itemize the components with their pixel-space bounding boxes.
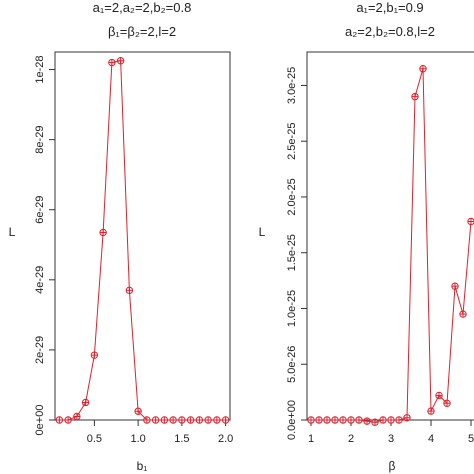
right-x-tick-label: 4 <box>428 433 434 445</box>
right-data-point <box>323 416 331 424</box>
left-data-point <box>73 412 81 421</box>
right-data-point <box>411 92 419 101</box>
right-data-point <box>467 217 474 226</box>
left-plot-frame <box>54 51 231 421</box>
left-data-point <box>116 57 125 65</box>
left-data-point <box>143 416 151 424</box>
right-data-point <box>395 416 403 424</box>
right-y-tick-label: 2.5e-25 <box>286 123 298 160</box>
left-panel: a₁=2,a₂=2,b₂=0.8 β₁=β₂=2,l=2 L b₁ 0.5 1.0… <box>9 0 234 473</box>
left-title-line-1: a₁=2,a₂=2,b₂=0.8 <box>93 0 192 15</box>
right-y-tick-label: 0.0e+00 <box>286 400 298 440</box>
right-data-point <box>363 417 371 425</box>
right-data-point <box>347 416 355 424</box>
left-y-tick-label: 0e+00 <box>34 405 46 436</box>
left-x-tick-label: 1.0 <box>130 433 145 445</box>
left-x-ticks: 0.5 1.0 1.5 2.0 <box>87 420 233 445</box>
left-y-axis-label: L <box>9 225 16 239</box>
right-y-tick-label: 5.0e-26 <box>286 346 298 383</box>
right-y-tick-label: 1.5e-25 <box>286 234 298 271</box>
right-title-line-2: a₂=2,b₂=0.8,l=2 <box>345 24 435 39</box>
right-series <box>307 65 474 426</box>
right-data-point <box>459 310 467 318</box>
right-data-point <box>307 416 315 424</box>
left-series <box>55 57 230 424</box>
left-data-point <box>108 58 116 67</box>
left-data-point <box>221 416 230 424</box>
right-data-point <box>435 391 443 400</box>
right-data-point <box>387 416 395 424</box>
right-title-line-1: a₁=2,b₁=0.9 <box>356 0 423 15</box>
right-x-axis-label: β <box>389 459 396 473</box>
right-data-point <box>443 399 451 407</box>
left-x-tick-label: 1.5 <box>174 433 189 445</box>
right-data-point <box>315 416 323 424</box>
left-data-point <box>178 416 186 424</box>
left-data-point <box>99 228 107 237</box>
left-data-point <box>160 416 169 424</box>
left-data-point <box>81 398 90 407</box>
right-data-point <box>355 416 363 424</box>
left-data-point <box>125 286 134 295</box>
left-data-point <box>64 416 72 424</box>
right-x-tick-label: 5 <box>468 433 474 445</box>
left-data-point <box>195 416 204 424</box>
right-data-point <box>379 416 387 424</box>
right-data-point <box>403 414 411 422</box>
left-data-point <box>204 416 212 424</box>
left-data-point <box>151 416 160 424</box>
left-data-point <box>134 407 142 415</box>
left-data-point <box>186 416 195 424</box>
left-x-tick-label: 0.5 <box>87 433 102 445</box>
right-plot-frame <box>306 51 474 421</box>
left-y-tick-label: 1e-28 <box>34 55 46 83</box>
right-x-tick-label: 1 <box>308 433 314 445</box>
left-title-line-2: β₁=β₂=2,l=2 <box>108 24 176 39</box>
right-x-tick-label: 2 <box>348 433 354 445</box>
right-series-line <box>311 68 472 423</box>
left-data-point <box>55 416 64 424</box>
right-y-ticks: 0.0e+00 5.0e-26 1.0e-25 1.5e-25 2.0e-25 2.5e-… <box>286 67 307 440</box>
right-data-point <box>371 418 379 426</box>
left-x-axis-label: b₁ <box>137 459 148 473</box>
right-x-tick-label: 3 <box>388 433 394 445</box>
right-data-point <box>339 416 347 424</box>
left-data-point <box>90 351 99 359</box>
left-data-point <box>169 416 177 424</box>
right-y-axis-label: L <box>259 225 266 239</box>
left-data-point <box>213 416 221 424</box>
right-data-point <box>451 282 459 290</box>
left-y-tick-label: 8e-29 <box>34 126 46 154</box>
left-series-line <box>59 60 226 421</box>
left-y-tick-label: 2e-29 <box>34 336 46 364</box>
left-y-ticks: 0e+00 2e-29 4e-29 6e-29 8e-29 1e-28 <box>34 55 55 435</box>
right-y-tick-label: 1.0e-25 <box>286 290 298 327</box>
right-data-point <box>419 65 427 73</box>
left-y-tick-label: 6e-29 <box>34 196 46 224</box>
right-panel: a₁=2,b₁=0.9 a₂=2,b₂=0.8,l=2 L β 1 2 3 4 5 0.… <box>259 0 474 473</box>
left-x-tick-label: 2.0 <box>218 433 233 445</box>
right-y-tick-label: 2.0e-25 <box>286 178 298 215</box>
right-data-point <box>427 407 435 415</box>
right-data-point <box>331 416 339 424</box>
right-x-ticks: 1 2 3 4 5 <box>308 420 474 445</box>
right-y-tick-label: 3.0e-25 <box>286 67 298 104</box>
left-y-tick-label: 4e-29 <box>34 266 46 294</box>
